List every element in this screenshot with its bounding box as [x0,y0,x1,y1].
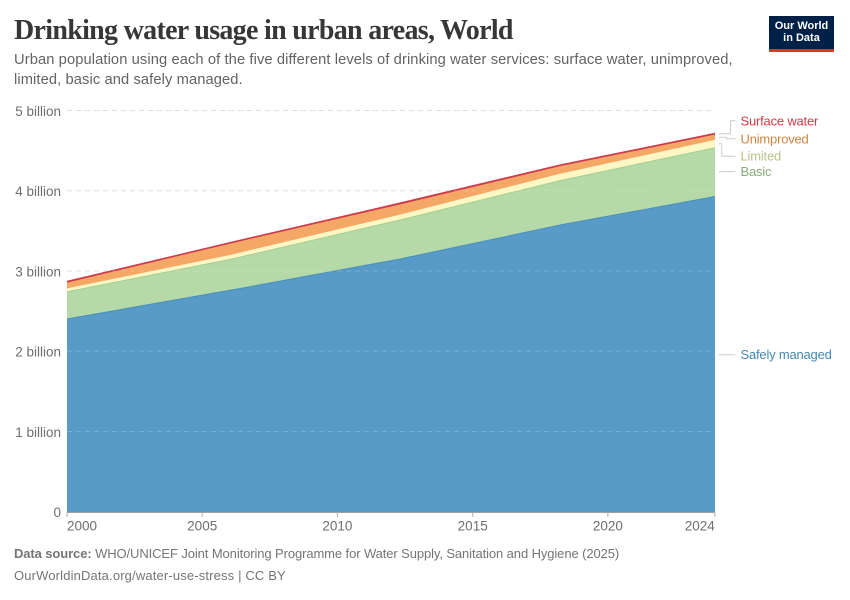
svg-text:0: 0 [53,505,61,520]
svg-text:Unimproved: Unimproved [741,131,809,146]
svg-text:2010: 2010 [322,519,352,534]
svg-text:2000: 2000 [67,519,97,534]
svg-text:2020: 2020 [593,519,623,534]
svg-text:Surface water: Surface water [741,113,819,128]
svg-text:2015: 2015 [458,519,488,534]
svg-text:Safely managed: Safely managed [741,347,832,362]
svg-text:Limited: Limited [741,149,782,164]
svg-text:2 billion: 2 billion [15,345,61,360]
svg-text:2005: 2005 [187,519,217,534]
svg-text:4 billion: 4 billion [15,184,61,199]
svg-text:Basic: Basic [741,164,772,179]
svg-text:5 billion: 5 billion [15,104,61,119]
svg-text:1 billion: 1 billion [15,425,61,440]
svg-text:3 billion: 3 billion [15,264,61,279]
svg-text:2024: 2024 [685,519,716,534]
